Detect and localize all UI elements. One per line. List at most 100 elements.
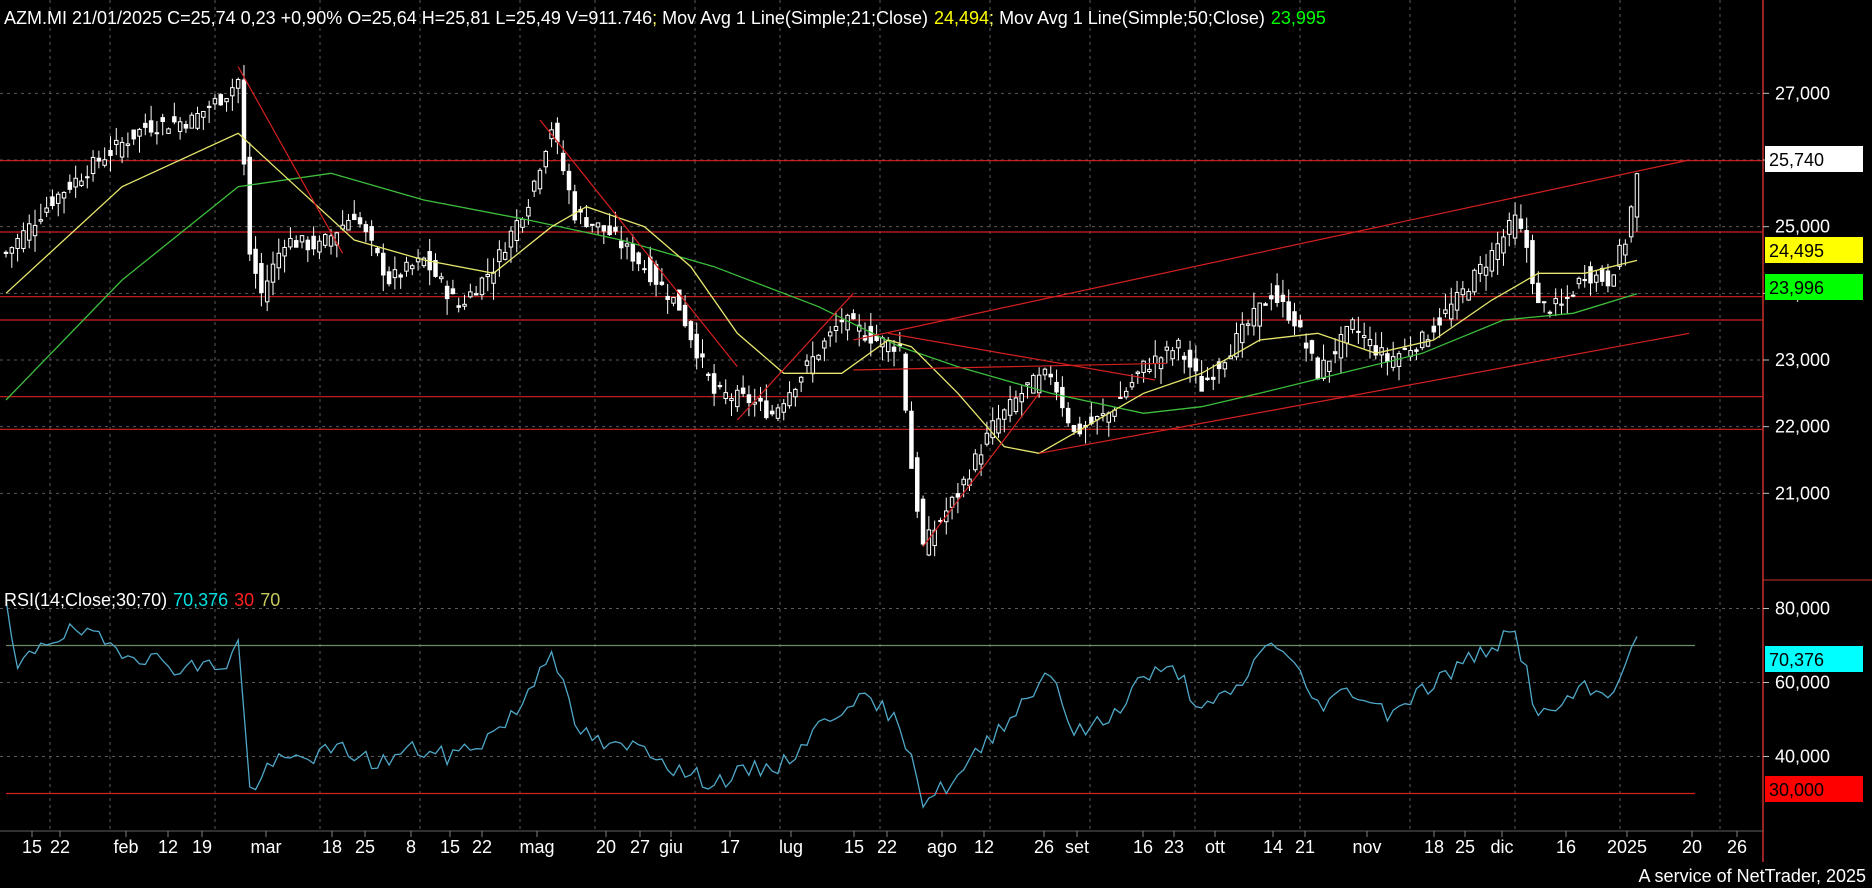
time-tick-label: 17 xyxy=(720,837,740,857)
candle-body xyxy=(648,256,653,283)
candle-body xyxy=(497,249,502,263)
candle xyxy=(137,127,142,153)
candle xyxy=(386,266,392,287)
candle-body xyxy=(381,252,386,276)
candle xyxy=(21,222,26,253)
candle xyxy=(1170,346,1175,366)
candle xyxy=(1483,254,1489,291)
candle xyxy=(462,294,467,310)
candle-body xyxy=(1303,342,1309,349)
candle-body xyxy=(520,218,525,228)
candle-body xyxy=(26,223,32,241)
candle xyxy=(148,105,154,137)
candle xyxy=(769,404,775,417)
svg-text:70,376: 70,376 xyxy=(1769,650,1824,670)
candle xyxy=(833,311,839,343)
candle xyxy=(915,451,920,518)
time-tick-label: ago xyxy=(927,837,957,857)
time-tick-label: 15 xyxy=(440,837,460,857)
candle-body xyxy=(410,265,415,270)
candle xyxy=(276,238,282,280)
time-tick-label: 22 xyxy=(50,837,70,857)
candle-body xyxy=(1245,323,1251,326)
candle xyxy=(827,326,833,347)
candle-body xyxy=(67,181,73,190)
candle-body xyxy=(1634,173,1640,218)
candle-body xyxy=(1170,350,1175,360)
candle xyxy=(584,204,589,228)
candle xyxy=(172,102,177,125)
candle xyxy=(1211,364,1216,390)
price-candles[interactable] xyxy=(3,64,1640,557)
candle xyxy=(856,314,862,347)
candle xyxy=(589,223,595,233)
candle-body xyxy=(1054,381,1059,393)
candle xyxy=(1013,390,1019,415)
candle-body xyxy=(230,87,235,97)
candle-body xyxy=(682,304,688,327)
candle xyxy=(1036,367,1042,398)
candle xyxy=(1002,408,1007,433)
candle xyxy=(44,196,49,218)
candle-body xyxy=(288,237,293,248)
trendlines[interactable] xyxy=(237,66,1690,548)
candle-body xyxy=(1123,390,1129,398)
candle-body xyxy=(973,453,978,471)
candle xyxy=(619,226,624,260)
candle-body xyxy=(50,196,55,206)
candle xyxy=(218,93,223,106)
rsi-value-badge: 70,376 xyxy=(1765,646,1863,672)
candle-body xyxy=(595,222,601,228)
candle xyxy=(369,220,374,256)
candle xyxy=(1408,336,1413,362)
candle xyxy=(1524,217,1529,263)
candle xyxy=(125,132,131,158)
candle-body xyxy=(758,397,763,402)
candle-body xyxy=(909,410,914,469)
candle xyxy=(201,110,206,130)
candle-body xyxy=(1280,294,1286,303)
candle xyxy=(317,235,322,259)
candle-body xyxy=(903,353,908,411)
time-tick-label: 19 xyxy=(192,837,212,857)
candle-body xyxy=(259,263,264,294)
candle-body xyxy=(485,273,490,278)
candle xyxy=(1530,234,1535,295)
candle xyxy=(1594,270,1599,292)
candle-body xyxy=(1454,292,1460,311)
candle-body xyxy=(172,116,177,123)
candle-body xyxy=(1152,355,1158,364)
candle-body xyxy=(810,356,816,375)
candle xyxy=(1402,338,1408,351)
candle-body xyxy=(677,289,682,311)
candle-body xyxy=(253,248,258,274)
candle-body xyxy=(195,112,200,129)
candle-body xyxy=(1599,267,1605,282)
candle xyxy=(804,354,810,374)
candle xyxy=(479,276,485,300)
candle xyxy=(601,225,607,245)
ma50-legend: Mov Avg 1 Line(Simple;50;Close) xyxy=(999,8,1265,28)
candle xyxy=(526,199,531,225)
candle xyxy=(1419,330,1425,351)
candle-body xyxy=(346,219,351,231)
candle-body xyxy=(1321,359,1326,379)
candle xyxy=(468,283,473,299)
candle xyxy=(648,246,653,286)
candle-body xyxy=(787,392,792,407)
trendline xyxy=(539,119,738,368)
time-tick-label: 26 xyxy=(1727,837,1747,857)
candle-body xyxy=(1536,282,1541,304)
time-tick-label: 15 xyxy=(22,837,42,857)
candle xyxy=(206,100,212,123)
price-tick-label: 27,000 xyxy=(1775,83,1830,103)
candle-body xyxy=(723,392,728,400)
candle xyxy=(711,364,717,407)
candle xyxy=(555,117,560,155)
candle xyxy=(607,213,612,236)
time-tick-label: 22 xyxy=(877,837,897,857)
candle xyxy=(1263,302,1268,306)
candle xyxy=(1443,293,1448,318)
candle xyxy=(398,272,403,289)
